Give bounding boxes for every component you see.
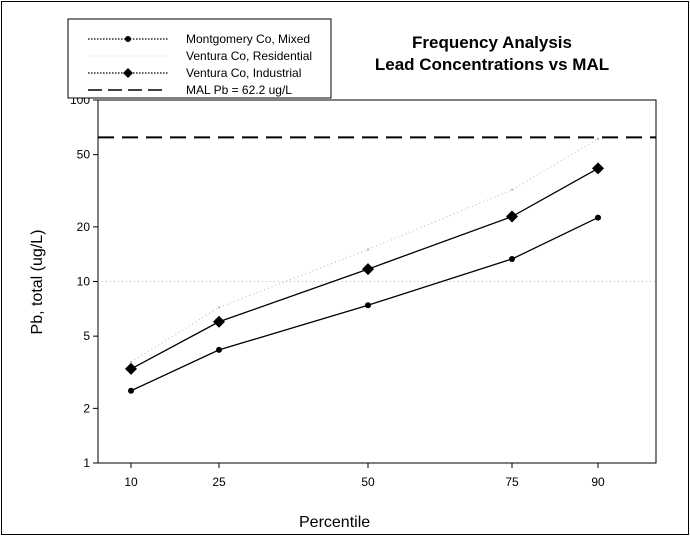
legend-swatch-montgomery-marker (125, 36, 131, 42)
point-ventura-residential-75 (510, 188, 514, 192)
x-tick-label-10: 10 (124, 475, 138, 489)
legend-swatch-ventura-industrial-marker (123, 68, 133, 78)
point-montgomery-mixed-25 (216, 346, 222, 353)
legend-label-ventura-industrial: Ventura Co, Industrial (186, 66, 301, 80)
y-tick-label-1: 1 (83, 456, 90, 470)
y-tick-label-5: 5 (83, 329, 90, 343)
x-tick-label-90: 90 (591, 475, 605, 489)
point-ventura-residential-25 (217, 306, 221, 309)
legend-label-mal: MAL Pb = 62.2 ug/L (186, 83, 292, 97)
chart-title-line-1: Frequency Analysis (412, 33, 572, 52)
legend-label-montgomery: Montgomery Co, Mixed (186, 32, 310, 46)
y-tick-label-50: 50 (77, 148, 91, 162)
y-tick-label-20: 20 (77, 220, 91, 234)
series-line-ventura-residential (130, 138, 599, 363)
point-ventura-industrial-75 (506, 210, 518, 223)
chart-title-line-2: Lead Concentrations vs MAL (375, 55, 609, 74)
point-ventura-residential-50 (366, 248, 370, 251)
series-lines (130, 138, 599, 392)
y-axis-title: Pb, total (ug/L) (29, 230, 46, 335)
series-markers (125, 137, 604, 394)
point-montgomery-mixed-50 (365, 302, 371, 309)
legend: Montgomery Co, Mixed Ventura Co, Residen… (67, 18, 332, 99)
legend-box (67, 18, 332, 99)
point-ventura-industrial-50 (362, 263, 374, 276)
point-montgomery-mixed-90 (595, 214, 601, 221)
point-ventura-industrial-90 (592, 162, 604, 175)
y-tick-label-10: 10 (77, 275, 91, 289)
reference-lines (98, 136, 656, 282)
point-ventura-residential-90 (596, 137, 600, 141)
x-tick-label-25: 25 (212, 475, 226, 489)
x-tick-label-75: 75 (505, 475, 519, 489)
x-axis: 10 25 50 75 90 (124, 463, 605, 489)
point-ventura-residential-10 (129, 360, 133, 364)
point-ventura-industrial-25 (213, 315, 225, 328)
legend-label-ventura-residential: Ventura Co, Residential (186, 49, 312, 63)
plot-area (97, 99, 657, 464)
x-tick-label-50: 50 (361, 475, 375, 489)
point-montgomery-mixed-75 (509, 256, 515, 263)
x-axis-title: Percentile (299, 514, 370, 531)
y-tick-label-2: 2 (83, 401, 90, 415)
series-line-montgomery-mixed (130, 216, 599, 392)
point-montgomery-mixed-10 (128, 387, 134, 394)
point-ventura-industrial-10 (125, 362, 137, 375)
